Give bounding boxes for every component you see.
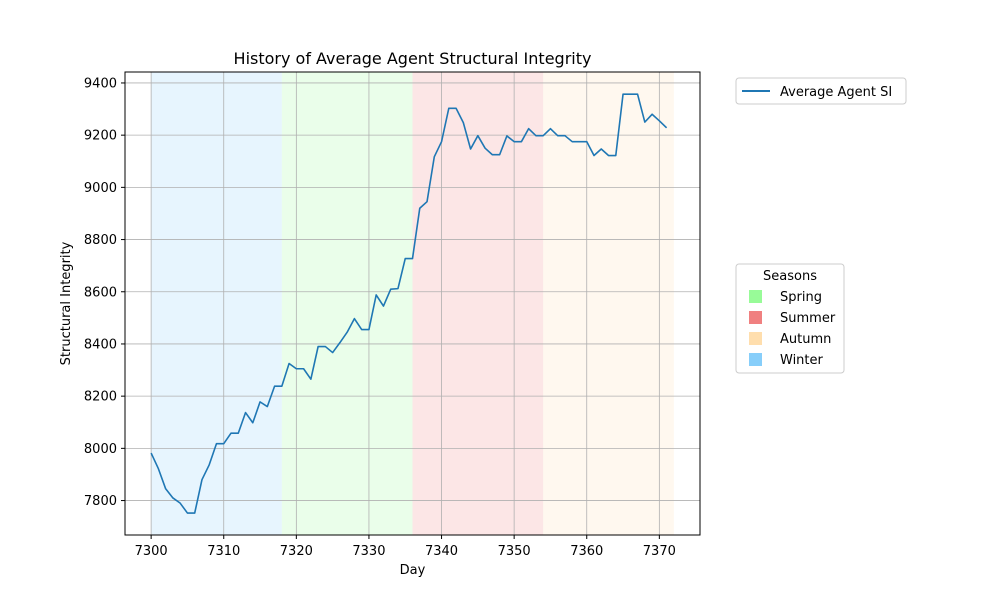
- y-tick-label: 8400: [84, 337, 117, 352]
- y-tick-label: 8000: [84, 442, 117, 457]
- season-band-summer: [412, 72, 544, 535]
- x-tick-label: 7320: [280, 544, 313, 559]
- seasons-legend-swatch-spring: [749, 290, 762, 303]
- y-tick-label: 7800: [84, 494, 117, 509]
- seasons-legend-title: Seasons: [763, 269, 817, 284]
- seasons-legend: Seasons Spring Summer Autumn Winter: [735, 263, 845, 374]
- y-tick-label: 9200: [84, 129, 117, 144]
- y-tick-label: 8800: [84, 233, 117, 248]
- x-tick-label: 7330: [352, 544, 385, 559]
- seasons-legend-label-spring: Spring: [780, 290, 822, 305]
- x-axis-ticks: 7300 7310 7320 7330 7340 7350 7360 7370: [135, 535, 676, 559]
- x-tick-label: 7340: [425, 544, 458, 559]
- plot-frame: [124, 71, 701, 536]
- series-line-average-agent-si: [150, 93, 668, 514]
- season-band-autumn: [543, 72, 674, 535]
- season-band-winter: [151, 72, 282, 535]
- x-axis-label: Day: [400, 563, 426, 578]
- seasons-legend-swatch-winter: [749, 353, 762, 366]
- y-axis-label: Structural Integrity: [59, 241, 74, 365]
- y-tick-label: 9400: [84, 76, 117, 91]
- y-tick-label: 8200: [84, 390, 117, 405]
- y-tick-label: 8600: [84, 285, 117, 300]
- series-legend-frame: [735, 77, 907, 105]
- x-tick-label: 7300: [135, 544, 168, 559]
- x-tick-label: 7360: [570, 544, 603, 559]
- season-bands: [151, 72, 674, 535]
- seasons-legend-label-autumn: Autumn: [780, 332, 831, 347]
- y-tick-label: 9000: [84, 181, 117, 196]
- y-axis-ticks: 7800 8000 8200 8400 8600 8800 9000 9200 9400: [84, 76, 125, 509]
- seasons-legend-label-summer: Summer: [780, 311, 836, 326]
- seasons-legend-swatch-autumn: [749, 332, 762, 345]
- series-legend-label: Average Agent SI: [780, 85, 892, 100]
- x-tick-label: 7370: [643, 544, 676, 559]
- season-band-spring: [281, 72, 413, 535]
- grid-lines: [125, 72, 700, 535]
- series-legend: Average Agent SI: [735, 77, 907, 105]
- series-layer: [150, 93, 668, 514]
- x-tick-label: 7350: [498, 544, 531, 559]
- x-tick-label: 7310: [207, 544, 240, 559]
- seasons-legend-frame: [735, 263, 845, 374]
- seasons-legend-swatch-summer: [749, 311, 762, 324]
- chart-title: History of Average Agent Structural Inte…: [234, 49, 592, 68]
- seasons-legend-label-winter: Winter: [780, 353, 824, 368]
